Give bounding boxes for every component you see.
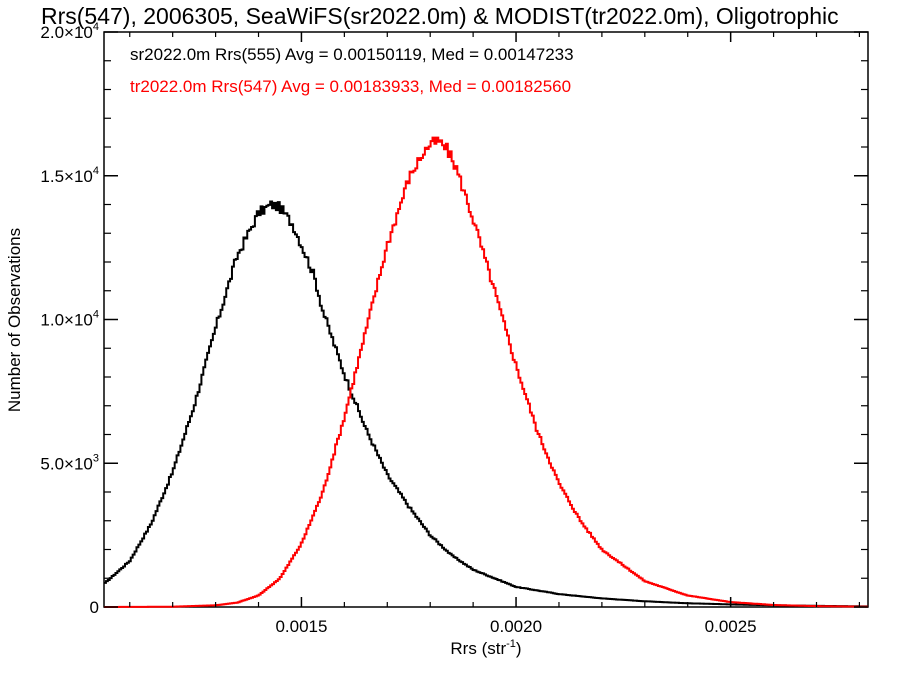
- y-tick-label: 0: [90, 598, 99, 617]
- y-tick-label: 1.5×104: [40, 165, 99, 186]
- x-axis-ticks: 0.0015 0.0020 0.0025: [129, 32, 861, 636]
- series-group: [104, 136, 868, 608]
- x-axis-label-sup: -1: [506, 638, 516, 650]
- y-axis-label: Number of Observations: [5, 228, 24, 412]
- series-line-0: [104, 200, 868, 608]
- plot-frame: [103, 31, 869, 608]
- x-tick-label: 0.0020: [490, 617, 542, 636]
- series-line-1: [104, 136, 868, 608]
- x-axis-label: Rrs (str-1): [450, 638, 521, 658]
- x-axis-label-close: ): [516, 639, 522, 658]
- y-tick-label: 1.0×104: [40, 309, 99, 330]
- y-axis-ticks: 0 5.0×103 1.0×104 1.5×104 2.0×104: [40, 21, 868, 617]
- legend-entry-tr2022: tr2022.0m Rrs(547) Avg = 0.00183933, Med…: [130, 77, 571, 96]
- y-tick-label: 5.0×103: [40, 452, 99, 473]
- chart-title: Rrs(547), 2006305, SeaWiFS(sr2022.0m) & …: [41, 3, 839, 29]
- x-axis-label-text: Rrs (str: [450, 639, 506, 658]
- y-tick-label: 2.0×104: [40, 21, 99, 42]
- x-tick-label: 0.0025: [705, 617, 757, 636]
- x-tick-label: 0.0015: [275, 617, 327, 636]
- legend-entry-sr2022: sr2022.0m Rrs(555) Avg = 0.00150119, Med…: [130, 45, 574, 64]
